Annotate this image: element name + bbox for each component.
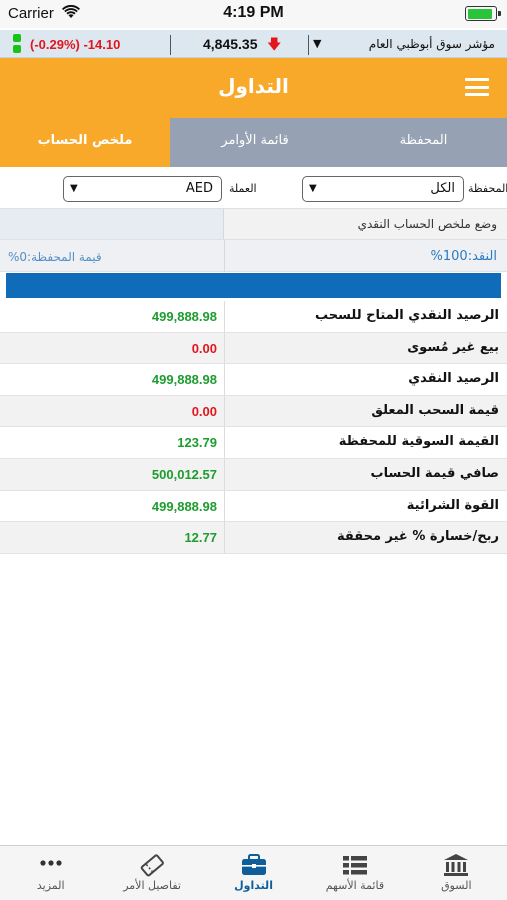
row-value: 0.00 <box>191 340 217 356</box>
nav-trading[interactable]: التداول <box>203 846 304 900</box>
nav-stock-list[interactable]: قائمة الأسهم <box>304 846 405 900</box>
index-ticker[interactable]: (-0.29%) -14.10 4,845.35 🡇 ▼ مؤشر سوق أب… <box>0 30 507 58</box>
tab-bar: ملخص الحساب قائمة الأوامر المحفظة <box>0 118 507 167</box>
row-label: الرصيد النقدي <box>408 371 499 387</box>
section-header: وضع ملخص الحساب النقدي <box>0 208 507 240</box>
nav-stock-list-label: قائمة الأسهم <box>325 879 385 892</box>
nav-order-details-label: تفاصيل الأمر <box>123 879 181 892</box>
section-title: وضع ملخص الحساب النقدي <box>357 217 497 231</box>
row-value: 0.00 <box>191 403 217 419</box>
index-change: (-0.29%) -14.10 <box>30 37 121 52</box>
clock-time: 4:19 PM <box>223 4 284 21</box>
cash-percentage: النقد:100% <box>430 249 497 264</box>
allocation-row: النقد:100% قيمة المحفظة:0% <box>0 240 507 272</box>
table-row: صافي قيمة الحساب 500,012.57 <box>0 458 507 491</box>
account-summary-table: الرصيد النقدي المتاح للسحب 499,888.98 بيع … <box>0 301 507 554</box>
index-value: 4,845.35 <box>203 36 258 52</box>
status-bar: Carrier 4:19 PM <box>0 0 507 28</box>
tab-account-summary[interactable]: ملخص الحساب <box>0 118 170 167</box>
down-arrow-icon: 🡇 <box>267 37 282 53</box>
bank-icon <box>442 853 470 881</box>
chevron-down-icon: ▼ <box>70 183 78 194</box>
index-name: مؤشر سوق أبوظبي العام <box>368 37 495 51</box>
currency-select[interactable]: ▼ AED <box>63 176 222 202</box>
table-row: ربح/خسارة % غير محققة 12.77 <box>0 522 507 554</box>
more-icon <box>38 853 64 877</box>
table-row: القيمة السوقية للمحفظة 123.79 <box>0 427 507 459</box>
row-label: القوة الشرائية <box>406 497 499 513</box>
bottom-nav: المزيد تفاصيل الأمر التداول قائمة الأسهم… <box>0 845 507 900</box>
menu-icon[interactable] <box>465 78 489 96</box>
row-value: 123.79 <box>177 435 217 451</box>
tab-orders-list[interactable]: قائمة الأوامر <box>170 118 340 167</box>
row-value: 499,888.98 <box>151 498 217 514</box>
allocation-bar <box>6 273 501 298</box>
tab-portfolio[interactable]: المحفظة <box>340 118 507 167</box>
row-value: 500,012.57 <box>151 466 217 482</box>
ticket-icon <box>139 853 165 881</box>
row-label: القيمة السوقية للمحفظة <box>338 434 499 450</box>
currency-value: AED <box>185 181 213 196</box>
list-icon <box>341 853 369 881</box>
briefcase-icon <box>240 853 268 881</box>
row-label: صافي قيمة الحساب <box>370 465 499 481</box>
nav-market-label: السوق <box>441 879 472 892</box>
section-header-cell <box>0 209 224 239</box>
nav-more[interactable]: المزيد <box>0 846 101 900</box>
portfolio-select[interactable]: ▼ الكل <box>302 176 464 202</box>
table-row: قيمة السحب المعلق 0.00 <box>0 395 507 428</box>
wifi-icon <box>62 4 80 23</box>
nav-order-details[interactable]: تفاصيل الأمر <box>101 846 202 900</box>
page-title: التداول <box>218 74 289 98</box>
row-label: ربح/خسارة % غير محققة <box>336 529 499 545</box>
nav-more-label: المزيد <box>36 879 65 892</box>
table-row: القوة الشرائية 499,888.98 <box>0 490 507 523</box>
carrier-name: Carrier <box>8 5 54 22</box>
table-row: الرصيد النقدي 499,888.98 <box>0 364 507 396</box>
row-value: 12.77 <box>184 530 217 546</box>
chevron-down-icon[interactable]: ▼ <box>313 37 322 50</box>
row-label: بيع غير مُسوى <box>407 339 499 355</box>
nav-trading-label: التداول <box>234 879 273 892</box>
row-label: قيمة السحب المعلق <box>371 402 499 418</box>
chevron-down-icon: ▼ <box>309 183 317 194</box>
ticker-divider <box>170 35 171 55</box>
cash-allocation-fill <box>6 273 501 298</box>
filter-bar: ▼ AED العملة ▼ الكل المحفظة <box>0 170 507 208</box>
ticker-divider <box>308 35 309 55</box>
row-label: الرصيد النقدي المتاح للسحب <box>315 308 499 323</box>
nav-market[interactable]: السوق <box>406 846 507 900</box>
app-header: التداول <box>0 58 507 118</box>
battery-icon <box>465 6 501 21</box>
currency-label: العملة <box>229 182 257 195</box>
portfolio-value: الكل <box>430 181 455 196</box>
market-status-icon <box>13 34 21 56</box>
table-row: الرصيد النقدي المتاح للسحب 499,888.98 <box>0 301 507 333</box>
row-value: 499,888.98 <box>151 309 217 324</box>
portfolio-percentage: قيمة المحفظة:0% <box>8 250 102 264</box>
portfolio-label: المحفظة <box>468 182 507 195</box>
row-value: 499,888.98 <box>151 372 217 388</box>
table-row: بيع غير مُسوى 0.00 <box>0 332 507 365</box>
